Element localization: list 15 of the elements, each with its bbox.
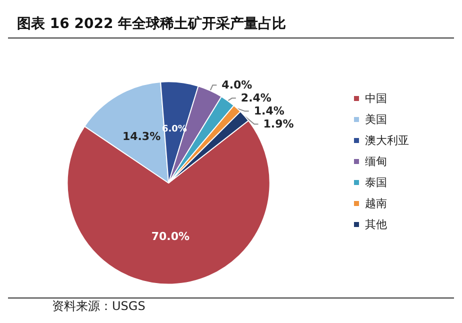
- data-label: 1.9%: [263, 118, 294, 131]
- legend-label: 泰国: [365, 176, 387, 189]
- data-label: 4.0%: [222, 78, 252, 92]
- data-label: 1.4%: [254, 104, 284, 118]
- legend-label: 中国: [365, 92, 387, 105]
- legend-label: 澳大利亚: [365, 134, 409, 147]
- data-label: 2.4%: [240, 92, 272, 105]
- legend-label: 美国: [365, 113, 387, 126]
- chart-title: 图表 16 2022 年全球稀土矿开采产量占比: [17, 15, 286, 32]
- data-label: 70.0%: [151, 230, 190, 244]
- text: 资料来源：USGS: [52, 299, 146, 313]
- data-label: 14.3%: [122, 130, 161, 144]
- legend-label: 越南: [365, 197, 387, 210]
- legend-label: 其他: [365, 218, 387, 231]
- legend-label: 缅甸: [365, 155, 387, 168]
